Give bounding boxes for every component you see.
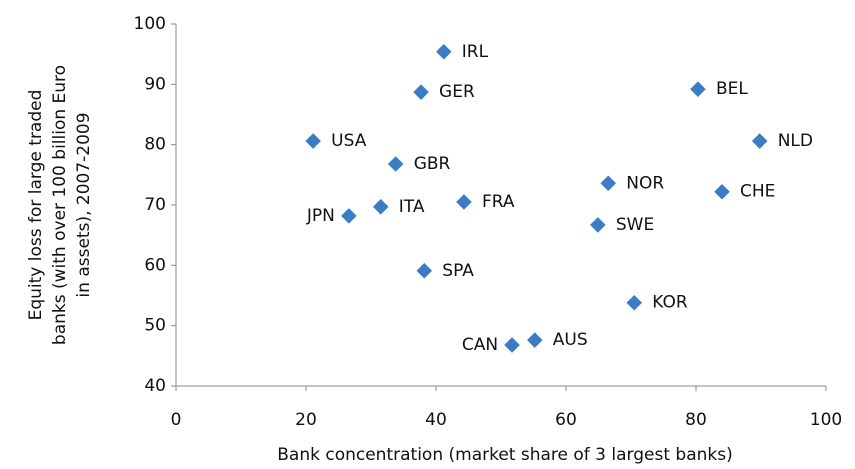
- point: [590, 217, 606, 233]
- x-tick-label: 60: [555, 410, 577, 430]
- point-label: IRL: [462, 42, 489, 62]
- point: [456, 194, 472, 210]
- y-axis-label: Equity loss for large traded: [26, 90, 46, 321]
- y-tick-label: 90: [144, 74, 166, 94]
- point-label: FRA: [482, 192, 515, 212]
- point: [690, 81, 706, 97]
- point-label: GER: [439, 82, 475, 102]
- x-tick-label: 40: [425, 410, 447, 430]
- x-axis-label: Bank concentration (market share of 3 la…: [277, 445, 732, 465]
- y-tick-label: 50: [144, 316, 166, 336]
- point-label: SPA: [442, 261, 474, 281]
- point: [626, 294, 643, 311]
- y-axis-label: in assets), 2007-2009: [74, 112, 94, 297]
- point-label: ITA: [399, 197, 425, 217]
- x-tick-label: 0: [171, 410, 182, 430]
- point-label: CAN: [462, 335, 498, 355]
- point-label: AUS: [553, 330, 588, 350]
- point: [714, 183, 730, 200]
- point-label: GBR: [414, 154, 451, 174]
- point-label: KOR: [652, 293, 688, 313]
- y-tick-label: 80: [144, 135, 166, 155]
- point-label: NLD: [778, 131, 813, 151]
- point: [372, 199, 389, 215]
- point: [527, 332, 543, 348]
- y-tick-label: 60: [144, 255, 166, 275]
- point-label: USA: [331, 131, 367, 151]
- y-axis-label: banks (with over 100 billion Euro: [50, 65, 70, 345]
- point-label: SWE: [616, 215, 654, 235]
- point-label: CHE: [740, 182, 775, 202]
- point: [413, 84, 429, 100]
- point: [600, 175, 617, 192]
- point: [436, 43, 452, 60]
- point: [341, 208, 357, 224]
- x-tick-label: 20: [295, 410, 317, 430]
- point-label: BEL: [716, 79, 748, 99]
- point: [416, 262, 433, 279]
- point: [387, 156, 404, 172]
- point: [504, 337, 520, 353]
- point-label: JPN: [306, 206, 335, 226]
- point: [751, 133, 768, 149]
- y-tick-label: 100: [134, 14, 166, 34]
- x-tick-label: 100: [810, 410, 842, 430]
- y-tick-label: 70: [144, 195, 166, 215]
- point-label: NOR: [626, 173, 664, 193]
- point: [305, 133, 321, 149]
- x-tick-label: 80: [685, 410, 707, 430]
- y-tick-label: 40: [144, 376, 166, 396]
